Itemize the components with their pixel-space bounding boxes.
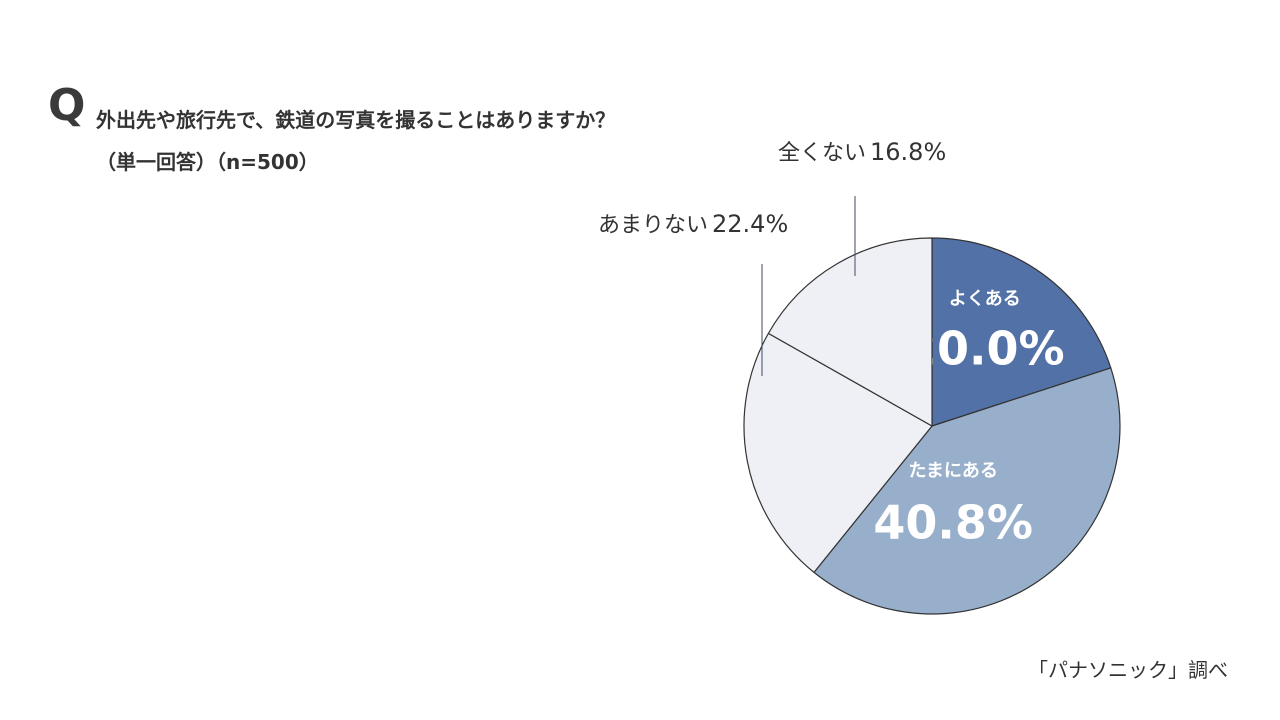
slice-label-1: よくある <box>949 288 1021 309</box>
slice-value-4: 16.8% <box>870 138 946 166</box>
source-credit: 「パナソニック」調べ <box>1028 658 1228 682</box>
chart-title: 外出先や旅行先で、鉄道の写真を撮ることはありますか？ <box>96 108 616 132</box>
slice-label-2: たまにある <box>908 460 997 481</box>
slice-value-3: 22.4% <box>712 210 788 238</box>
pie-slice-3 <box>743 332 933 573</box>
question-marker: Q <box>48 80 86 131</box>
pie-slice-2 <box>813 367 1121 615</box>
slice-value-2: 40.8% <box>873 495 1033 549</box>
slice-label-3: あまりない <box>598 213 708 238</box>
pie-slice-4 <box>767 237 933 427</box>
slice-label-4: 全くない <box>778 141 866 166</box>
chart-subtitle: （単一回答）（n=500） <box>96 150 319 174</box>
pie-slice-1 <box>931 237 1112 427</box>
